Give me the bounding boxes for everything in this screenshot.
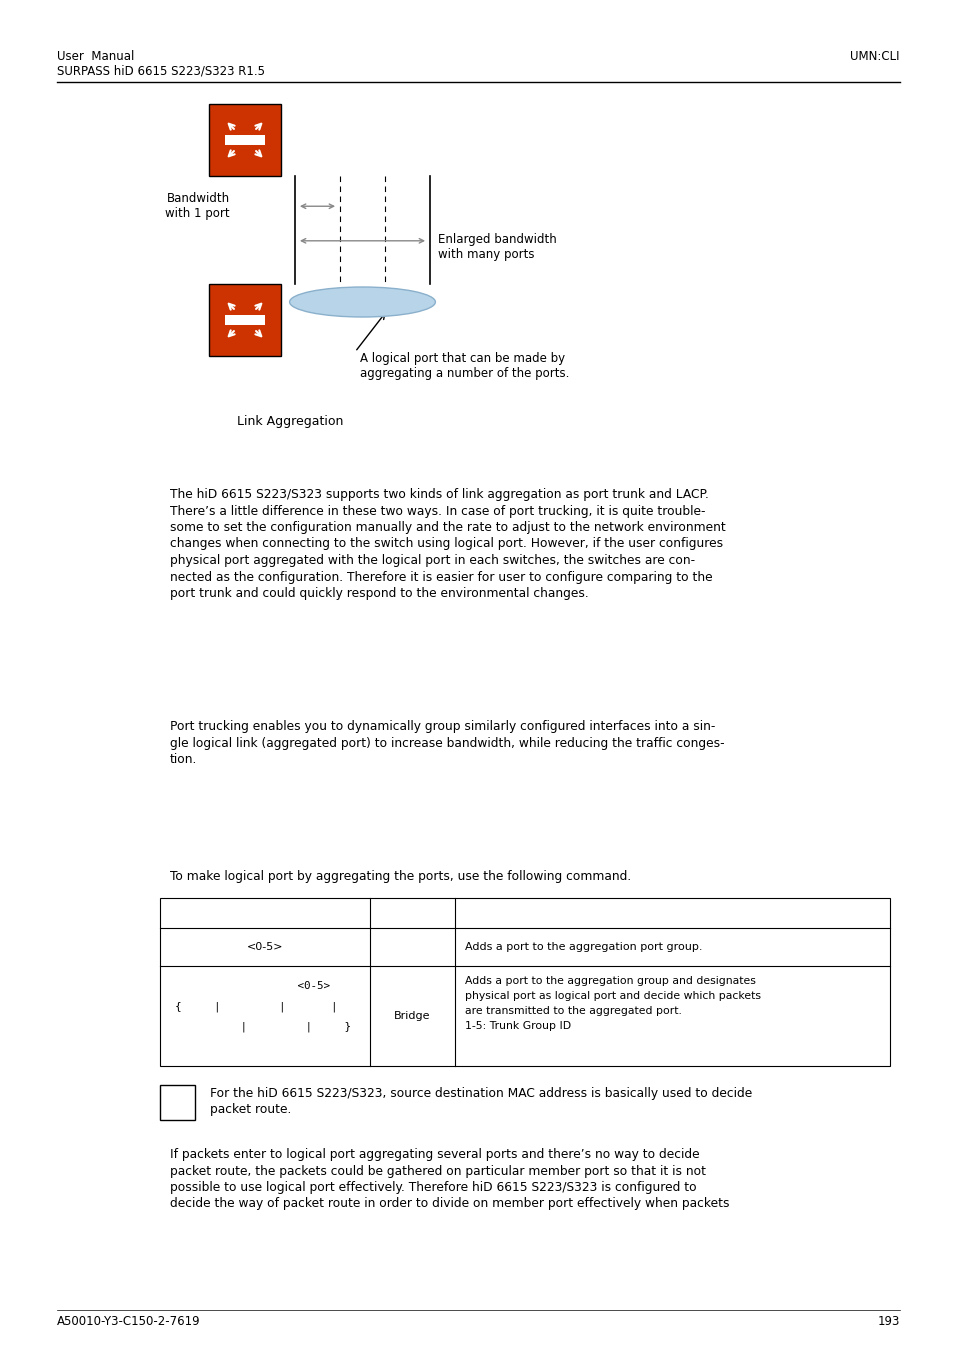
Text: {     |         |       |: { | | | [174, 1000, 337, 1011]
Text: SURPASS hiD 6615 S223/S323 R1.5: SURPASS hiD 6615 S223/S323 R1.5 [57, 63, 265, 77]
Bar [160, 1085, 194, 1120]
Text: are transmitted to the aggregated port.: are transmitted to the aggregated port. [464, 1006, 681, 1017]
Text: To make logical port by aggregating the ports, use the following command.: To make logical port by aggregating the … [170, 869, 631, 883]
Text: changes when connecting to the switch using logical port. However, if the user c: changes when connecting to the switch us… [170, 537, 722, 551]
Text: There’s a little difference in these two ways. In case of port trucking, it is q: There’s a little difference in these two… [170, 505, 705, 517]
Text: 193: 193 [877, 1315, 899, 1328]
Bar [209, 104, 281, 176]
Text: A logical port that can be made by
aggregating a number of the ports.: A logical port that can be made by aggre… [359, 352, 569, 379]
Text: packet route, the packets could be gathered on particular member port so that it: packet route, the packets could be gathe… [170, 1165, 705, 1177]
Text: 1-5: Trunk Group ID: 1-5: Trunk Group ID [464, 1021, 571, 1031]
Text: Bandwidth
with 1 port: Bandwidth with 1 port [165, 192, 230, 220]
Text: Enlarged bandwidth
with many ports: Enlarged bandwidth with many ports [437, 232, 557, 261]
Text: <0-5>: <0-5> [200, 981, 330, 991]
Text: Link Aggregation: Link Aggregation [236, 414, 343, 428]
Text: Adds a port to the aggregation port group.: Adds a port to the aggregation port grou… [464, 942, 701, 952]
Text: physical port as logical port and decide which packets: physical port as logical port and decide… [464, 991, 760, 1000]
Text: Bridge: Bridge [394, 1011, 431, 1021]
Text: port trunk and could quickly respond to the environmental changes.: port trunk and could quickly respond to … [170, 587, 588, 599]
Text: A50010-Y3-C150-2-7619: A50010-Y3-C150-2-7619 [57, 1315, 200, 1328]
Bar [160, 898, 889, 1066]
Text: Adds a port to the aggregation group and designates: Adds a port to the aggregation group and… [464, 976, 755, 986]
Text: UMN:CLI: UMN:CLI [850, 50, 899, 63]
Text: decide the way of packet route in order to divide on member port effectively whe: decide the way of packet route in order … [170, 1197, 729, 1211]
Text: packet route.: packet route. [210, 1103, 291, 1116]
Bar [225, 135, 265, 144]
Text: If packets enter to logical port aggregating several ports and there’s no way to: If packets enter to logical port aggrega… [170, 1148, 699, 1161]
Text: User  Manual: User Manual [57, 50, 134, 63]
Text: |         |     }: | | } [194, 1021, 351, 1031]
Text: physical port aggregated with the logical port in each switches, the switches ar: physical port aggregated with the logica… [170, 554, 695, 567]
Text: possible to use logical port effectively. Therefore hiD 6615 S223/S323 is config: possible to use logical port effectively… [170, 1181, 696, 1193]
Text: gle logical link (aggregated port) to increase bandwidth, while reducing the tra: gle logical link (aggregated port) to in… [170, 737, 724, 749]
Ellipse shape [290, 288, 435, 317]
Text: nected as the configuration. Therefore it is easier for user to configure compar: nected as the configuration. Therefore i… [170, 571, 712, 583]
Text: Port trucking enables you to dynamically group similarly configured interfaces i: Port trucking enables you to dynamically… [170, 720, 715, 733]
Text: some to set the configuration manually and the rate to adjust to the network env: some to set the configuration manually a… [170, 521, 725, 535]
Bar [225, 316, 265, 325]
Text: For the hiD 6615 S223/S323, source destination MAC address is basically used to : For the hiD 6615 S223/S323, source desti… [210, 1087, 752, 1100]
Text: <0-5>: <0-5> [247, 942, 283, 952]
Bar [209, 284, 281, 356]
Text: The hiD 6615 S223/S323 supports two kinds of link aggregation as port trunk and : The hiD 6615 S223/S323 supports two kind… [170, 487, 708, 501]
Text: tion.: tion. [170, 753, 197, 765]
